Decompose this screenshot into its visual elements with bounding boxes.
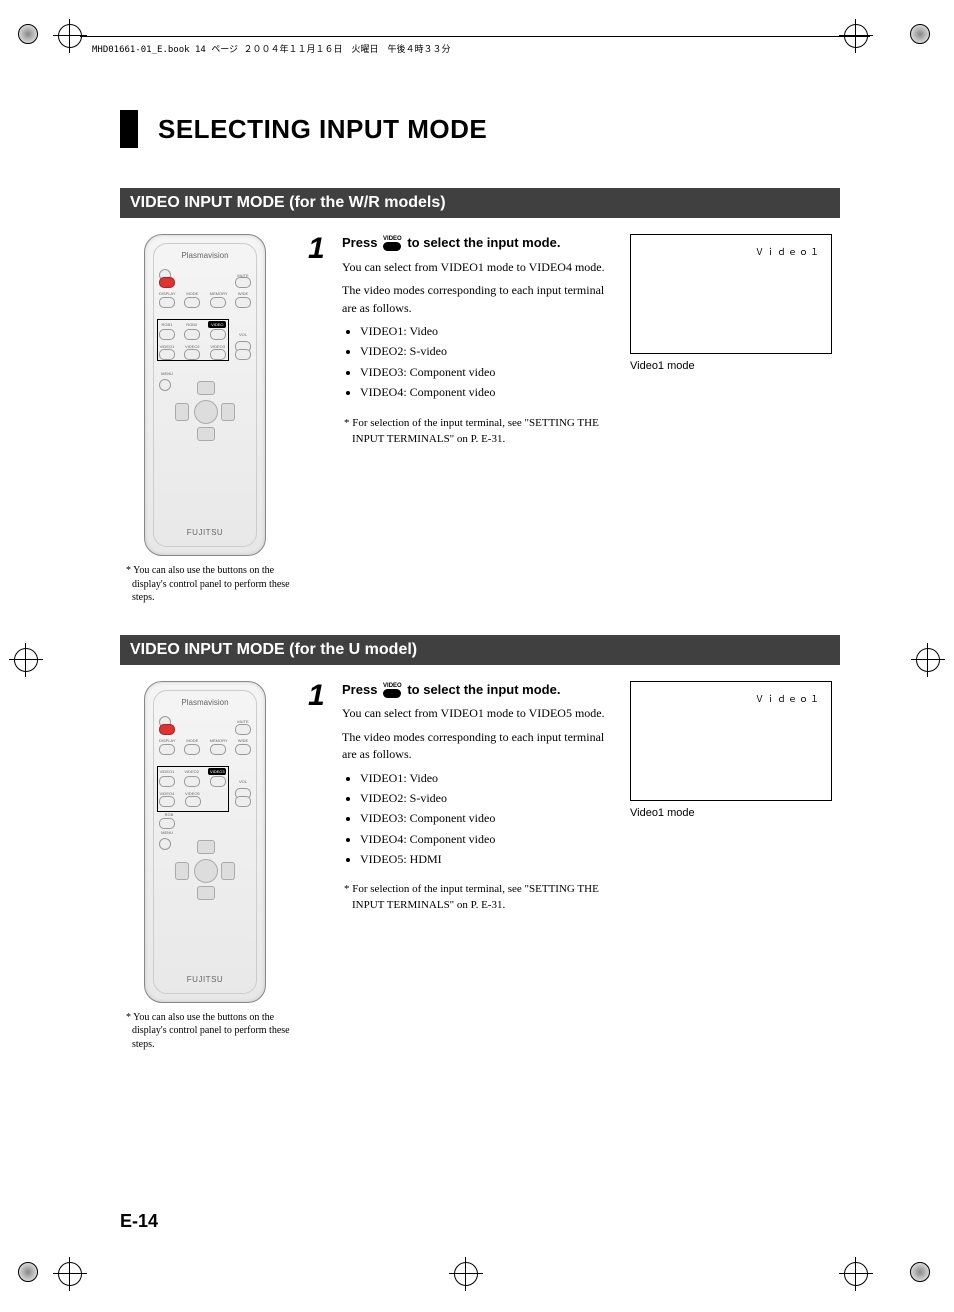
mode-list: VIDEO1: Video VIDEO2: S-video VIDEO3: Co… (342, 770, 612, 869)
registration-mark-icon (916, 648, 940, 672)
remote-brand-label: Plasmavision (145, 698, 265, 707)
remote-logo-label: FUJITSU (145, 975, 265, 984)
step-text: Press VIDEO to select the input mode. Yo… (342, 234, 612, 605)
remote-note: * You can also use the buttons on the di… (126, 564, 290, 605)
registration-mark-icon (58, 1262, 82, 1286)
step-para: You can select from VIDEO1 mode to VIDEO… (342, 705, 612, 722)
list-item: VIDEO5: HDMI (360, 851, 612, 868)
list-item: VIDEO4: Component video (360, 384, 612, 401)
title-block-icon (120, 110, 138, 148)
remote-illustration: Plasmavision MUTE DISPLAY MODE MEMORY (144, 234, 266, 556)
page-content: SELECTING INPUT MODE VIDEO INPUT MODE (f… (120, 110, 840, 1081)
crop-mark-icon (910, 24, 930, 44)
remote-illustration: Plasmavision MUTE DISPLAY MODE MEMORY WI… (144, 681, 266, 1003)
remote-dpad (175, 840, 235, 900)
remote-note: * You can also use the buttons on the di… (126, 1011, 290, 1052)
step-heading: Press VIDEO to select the input mode. (342, 681, 612, 700)
screen-column: Ｖｉｄｅｏ１ Video1 mode (630, 234, 840, 605)
crop-mark-icon (910, 1262, 930, 1282)
page-title-bar: SELECTING INPUT MODE (120, 110, 840, 148)
list-item: VIDEO4: Component video (360, 831, 612, 848)
step-footnote: * For selection of the input terminal, s… (342, 882, 612, 914)
remote-brand-label: Plasmavision (145, 251, 265, 260)
screen-column: Ｖｉｄｅｏ１ Video1 mode (630, 681, 840, 1052)
list-item: VIDEO1: Video (360, 770, 612, 787)
header-meta: MHD01661-01_E.book 14 ページ ２００４年１１月１６日 火曜… (92, 42, 450, 55)
screen-preview: Ｖｉｄｅｏ１ (630, 681, 832, 801)
step-footnote: * For selection of the input terminal, s… (342, 416, 612, 448)
step-para: The video modes corresponding to each in… (342, 282, 612, 317)
remote-column: Plasmavision MUTE DISPLAY MODE MEMORY (120, 234, 290, 605)
screen-osd-label: Ｖｉｄｅｏ１ (755, 692, 821, 705)
page-title: SELECTING INPUT MODE (158, 114, 487, 145)
step-text: Press VIDEO to select the input mode. Yo… (342, 681, 612, 1052)
header-rule (80, 36, 870, 37)
crop-mark-icon (18, 1262, 38, 1282)
step-para: You can select from VIDEO1 mode to VIDEO… (342, 259, 612, 276)
crop-mark-icon (18, 24, 38, 44)
screen-preview: Ｖｉｄｅｏ１ (630, 234, 832, 354)
video-button-icon: VIDEO (383, 236, 402, 251)
step-heading: Press VIDEO to select the input mode. (342, 234, 612, 253)
list-item: VIDEO1: Video (360, 323, 612, 340)
registration-mark-icon (844, 24, 868, 48)
mode-list: VIDEO1: Video VIDEO2: S-video VIDEO3: Co… (342, 323, 612, 402)
registration-mark-icon (454, 1262, 478, 1286)
section-heading: VIDEO INPUT MODE (for the U model) (120, 635, 840, 665)
screen-caption: Video1 mode (630, 360, 840, 372)
section-heading: VIDEO INPUT MODE (for the W/R models) (120, 188, 840, 218)
section-body: Plasmavision MUTE DISPLAY MODE MEMORY (120, 234, 840, 605)
step-para: The video modes corresponding to each in… (342, 729, 612, 764)
list-item: VIDEO3: Component video (360, 364, 612, 381)
remote-column: Plasmavision MUTE DISPLAY MODE MEMORY WI… (120, 681, 290, 1052)
registration-mark-icon (844, 1262, 868, 1286)
screen-osd-label: Ｖｉｄｅｏ１ (755, 245, 821, 258)
remote-logo-label: FUJITSU (145, 528, 265, 537)
list-item: VIDEO2: S-video (360, 343, 612, 360)
step-column: 1 Press VIDEO to select the input mode. … (308, 681, 612, 1052)
page-number: E-14 (120, 1211, 158, 1232)
list-item: VIDEO2: S-video (360, 790, 612, 807)
list-item: VIDEO3: Component video (360, 810, 612, 827)
screen-caption: Video1 mode (630, 807, 840, 819)
section-body: Plasmavision MUTE DISPLAY MODE MEMORY WI… (120, 681, 840, 1052)
remote-dpad (175, 381, 235, 441)
step-column: 1 Press VIDEO to select the input mode. … (308, 234, 612, 605)
registration-mark-icon (58, 24, 82, 48)
video-button-icon: VIDEO (383, 683, 402, 698)
step-number: 1 (308, 234, 334, 605)
step-number: 1 (308, 681, 334, 1052)
registration-mark-icon (14, 648, 38, 672)
